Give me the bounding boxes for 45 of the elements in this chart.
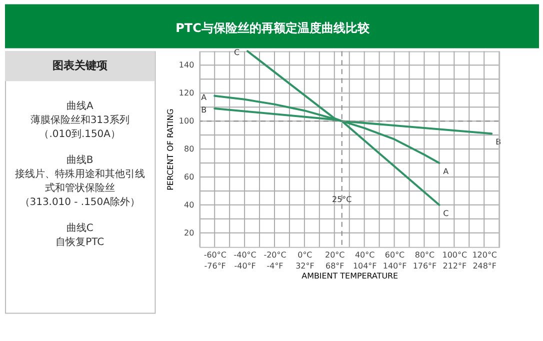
x2-tick-label: 248°F [472, 261, 497, 270]
text: 曲线B [66, 154, 94, 166]
x-tick-label: -60°C [204, 250, 227, 260]
text: 曲线A [66, 100, 94, 112]
x2-tick-label: -40°F [234, 261, 256, 270]
x2-tick-label: 176°F [412, 261, 438, 270]
y-tick-label: 120 [178, 88, 194, 98]
text: B [201, 105, 207, 114]
x-tick-label: 40°C [354, 250, 376, 260]
x2-tick-label: 212°F [442, 261, 467, 270]
x-tick-label: 0°C [298, 250, 313, 260]
text: 曲线C [66, 222, 94, 234]
x-tick-label: 100°C [442, 250, 468, 260]
series-label: C [443, 208, 450, 218]
chart-title: PTC与保险丝的再额定温度曲线比较 [176, 21, 370, 36]
y-axis-title: PERCENT OF RATING [166, 108, 175, 190]
x-tick-label: 120°C [472, 250, 498, 260]
x-tick-label: -20°C [264, 250, 287, 260]
text: （.010到.150A） [39, 129, 120, 140]
text: （313.010 - .150A除外） [20, 196, 140, 208]
y-tick-label: 60 [184, 172, 194, 182]
y-tick-label: 140 [178, 60, 194, 70]
text: 图表关键项 [52, 59, 108, 72]
x-tick-label: 80°C [414, 250, 435, 260]
x2-tick-label: 104°F [352, 261, 378, 270]
x-tick-label: 60°C [384, 250, 406, 260]
x-tick-label: -40°C [234, 250, 257, 260]
text: 自恢复PTC [56, 236, 104, 248]
x2-tick-label: 140°F [382, 261, 408, 270]
x-tick-label: 20°C [325, 250, 346, 260]
series-label: A [443, 166, 450, 176]
ref-line-label: 25°C [332, 194, 352, 204]
y-tick-label: 80 [184, 144, 194, 154]
text: 薄膜保险丝和313系列 [30, 114, 130, 126]
text: C [234, 48, 240, 58]
text: A [201, 92, 207, 102]
x2-tick-label: 68°F [326, 261, 345, 270]
x2-tick-label: -76°F [204, 261, 226, 270]
y-tick-label: 40 [184, 200, 194, 210]
text: 接线片、特殊用途和其他引线式和管状保险丝 [14, 168, 145, 194]
y-tick-label: 100 [178, 116, 194, 126]
x2-tick-label: 32°F [296, 261, 315, 270]
x-axis-title: AMBIENT TEMPERATURE [302, 271, 398, 280]
x2-tick-label: -4°F [266, 261, 284, 270]
y-tick-label: 20 [184, 228, 194, 238]
